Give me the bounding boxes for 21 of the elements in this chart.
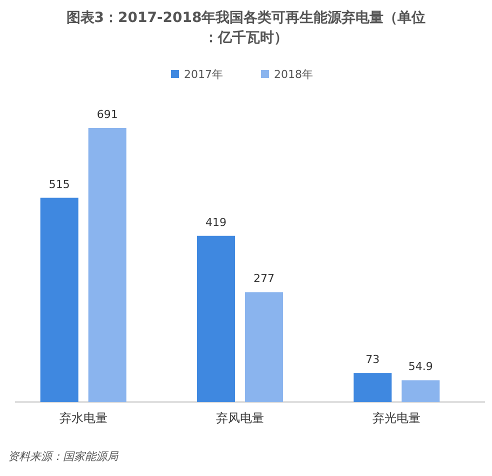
bar [245, 292, 283, 402]
data-label: 73 [366, 353, 380, 366]
data-label: 277 [254, 272, 274, 286]
bar [354, 373, 392, 402]
legend-label: 2017年 [184, 68, 223, 81]
text: 资料来源：国家能源局 [8, 450, 119, 463]
x-tick-label: 弃光电量 [372, 411, 421, 425]
data-label: 54.9 [408, 360, 433, 374]
legend-label: 2018年 [274, 68, 313, 81]
x-tick-label: 弃风电量 [216, 411, 264, 425]
bar [40, 198, 78, 402]
bar [402, 380, 440, 402]
chart-title: 图表3：2017-2018年我国各类可再生能源弃电量（单位：亿千瓦时） [66, 9, 426, 46]
legend-item: 2018年 [261, 68, 313, 81]
data-label: 419 [206, 216, 226, 229]
data-label: 515 [48, 178, 70, 191]
bar [88, 128, 126, 402]
x-tick-label: 弃水电量 [59, 411, 108, 425]
bar [197, 236, 235, 402]
legend-item: 2017年 [171, 68, 223, 81]
data-label: 691 [96, 108, 118, 121]
